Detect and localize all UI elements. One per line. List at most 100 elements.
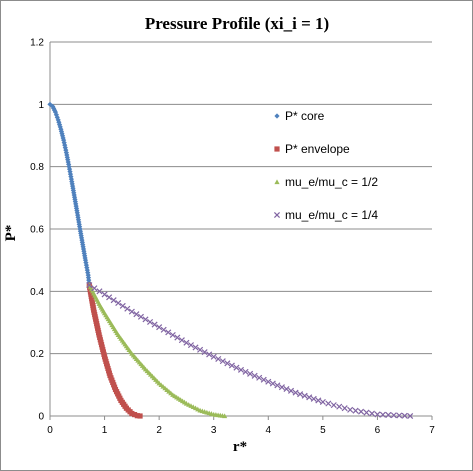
data-point: [292, 389, 299, 396]
legend-entry: mu_e/mu_c = 1/2: [285, 175, 378, 189]
data-point: [242, 368, 249, 375]
data-point: [341, 405, 348, 412]
data-series: [47, 101, 414, 420]
data-point: [310, 395, 317, 402]
data-point: [396, 412, 403, 419]
x-tick-label: 2: [156, 425, 162, 436]
y-tick-label: 0.4: [30, 287, 44, 298]
y-tick-label: 0.2: [30, 349, 44, 360]
data-point: [247, 370, 254, 377]
x-tick-label: 4: [266, 425, 272, 436]
data-point: [160, 326, 167, 333]
data-point: [224, 360, 231, 367]
data-point: [68, 176, 74, 182]
x-tick-label: 1: [102, 425, 108, 436]
data-point: [269, 380, 276, 387]
data-point: [222, 413, 228, 419]
data-point: [56, 119, 62, 125]
data-point: [352, 407, 359, 414]
data-point: [301, 392, 308, 399]
data-point: [151, 321, 158, 328]
data-point: [76, 221, 82, 227]
data-point: [137, 313, 144, 320]
data-point: [133, 311, 140, 318]
data-point: [237, 366, 245, 373]
data-point: [165, 329, 172, 336]
legend-entry: P* envelope: [285, 142, 350, 156]
data-point: [319, 398, 326, 405]
y-tick-label: 0.6: [30, 225, 44, 236]
data-point: [62, 145, 68, 151]
data-point: [169, 331, 176, 338]
data-point: [201, 349, 208, 356]
data-point: [82, 257, 89, 263]
data-point: [82, 255, 88, 261]
data-point: [187, 342, 195, 349]
series-4: [86, 282, 414, 420]
x-tick-label: 7: [429, 425, 435, 436]
data-point: [119, 302, 126, 309]
data-point: [86, 282, 93, 289]
data-point: [73, 201, 79, 207]
data-point: [256, 374, 263, 381]
data-point: [374, 411, 381, 418]
x-tick-label: 6: [375, 425, 381, 436]
data-point: [137, 413, 143, 419]
gridlines: [50, 41, 432, 355]
series-1: [47, 101, 92, 288]
data-point: [306, 394, 313, 401]
data-point: [134, 413, 140, 419]
legend-marker: [274, 113, 280, 119]
data-point: [101, 291, 108, 298]
data-point: [347, 406, 354, 413]
data-point: [265, 378, 272, 385]
data-point: [83, 260, 89, 266]
data-point: [278, 384, 285, 391]
y-tick-label: 0.8: [30, 162, 44, 173]
x-tick-label: 5: [320, 425, 326, 436]
data-point: [52, 109, 59, 115]
x-tick-label: 3: [211, 425, 217, 436]
data-point: [131, 411, 138, 418]
tick-labels: 0 0.2 0.4 0.6 0.8 1 1.2 0 1 2 3 4 5 6 7: [30, 38, 435, 437]
chart-title: Pressure Profile (xi_i = 1): [145, 14, 329, 33]
data-point: [83, 262, 89, 268]
data-point: [110, 297, 117, 304]
data-point: [50, 103, 56, 110]
data-point: [129, 410, 135, 417]
legend-marker: [274, 146, 280, 152]
data-point: [174, 334, 181, 341]
data-point: [60, 135, 66, 141]
legend: P* core P* envelope mu_e/mu_c = 1/2 mu_e/mu…: [273, 109, 378, 222]
data-point: [80, 241, 86, 248]
x-tick-label: 0: [47, 425, 53, 436]
data-point: [156, 324, 163, 331]
legend-marker: [274, 179, 280, 185]
data-point: [228, 362, 235, 369]
y-tick-label: 1: [38, 100, 44, 111]
data-point: [124, 305, 131, 312]
data-point: [85, 270, 91, 276]
data-point: [91, 285, 98, 292]
data-point: [54, 114, 60, 120]
data-point: [297, 391, 304, 398]
data-point: [330, 402, 337, 409]
data-point: [358, 408, 365, 415]
legend-entry: P* core: [285, 109, 325, 123]
data-point: [251, 372, 258, 379]
data-point: [62, 142, 68, 148]
x-axis-title: r*: [233, 439, 247, 455]
data-point: [287, 387, 295, 394]
data-point: [363, 409, 370, 416]
data-point: [401, 412, 408, 419]
data-point: [178, 337, 185, 344]
data-point: [78, 235, 85, 241]
series-3: [86, 282, 228, 419]
data-point: [315, 397, 322, 404]
data-point: [260, 376, 267, 383]
data-point: [385, 411, 392, 418]
data-point: [233, 364, 240, 371]
data-point: [81, 248, 87, 254]
data-point: [368, 410, 375, 417]
